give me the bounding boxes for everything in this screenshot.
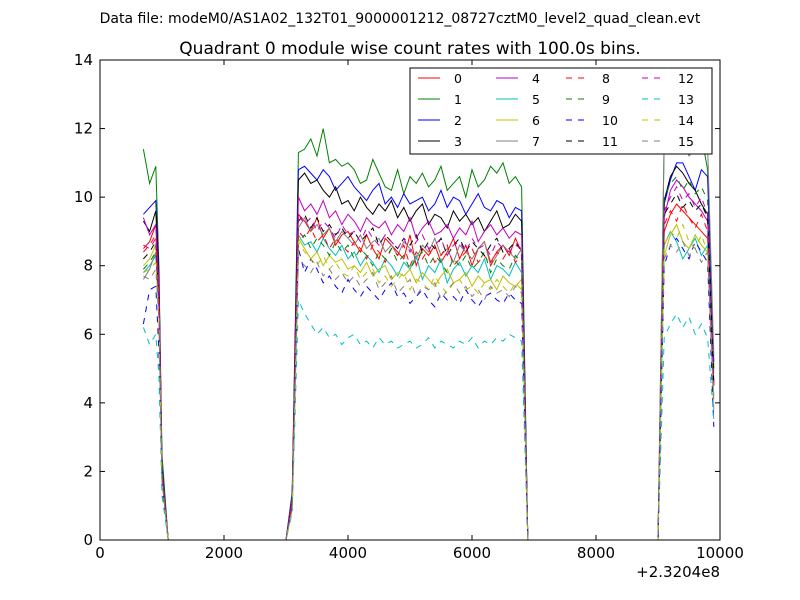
legend-item-9: 9 [566, 92, 610, 107]
y-tick-label: 14 [74, 51, 93, 69]
x-tick-label: 2000 [205, 544, 243, 562]
suptitle: Data file: modeM0/AS1A02_132T01_90000012… [100, 11, 701, 27]
legend-item-4: 4 [496, 71, 540, 86]
x-tick-label: 0 [95, 544, 105, 562]
series-line-15 [143, 240, 715, 541]
legend-item-1: 1 [418, 92, 462, 107]
legend-label: 4 [532, 71, 540, 86]
legend-label: 7 [532, 134, 540, 149]
legend-item-7: 7 [496, 134, 540, 149]
legend-label: 3 [454, 134, 462, 149]
y-tick-label: 12 [74, 120, 93, 138]
legend-label: 10 [602, 113, 618, 128]
legend-box [409, 67, 713, 155]
y-tick-label: 8 [83, 257, 93, 275]
legend-label: 15 [678, 134, 694, 149]
y-tick-label: 2 [83, 462, 93, 480]
legend-item-8: 8 [566, 71, 610, 86]
legend-label: 5 [532, 92, 540, 107]
x-offset-label: +2.3204e8 [636, 563, 720, 581]
series-line-10 [142, 237, 715, 541]
legend-label: 12 [678, 71, 694, 86]
x-axis: 0 2000 4000 6000 8000 10000 [95, 60, 744, 562]
legend-item-3: 3 [418, 134, 462, 149]
legend-item-11: 11 [566, 134, 618, 149]
x-tick-label: 10000 [696, 544, 744, 562]
legend-label: 14 [678, 113, 694, 128]
legend-label: 6 [532, 113, 540, 128]
legend-label: 8 [602, 71, 610, 86]
x-tick-label: 8000 [577, 544, 615, 562]
legend-label: 0 [454, 71, 462, 86]
series-11 [143, 192, 715, 541]
legend-item-2: 2 [418, 113, 462, 128]
y-tick-label: 0 [83, 531, 93, 549]
legend-item-0: 0 [418, 71, 462, 86]
legend-label: 11 [602, 134, 618, 149]
plot-frame [99, 59, 721, 541]
series-line-13 [142, 299, 715, 541]
legend-item-15: 15 [642, 134, 694, 149]
legend-item-13: 13 [642, 92, 694, 107]
series-15 [143, 240, 715, 541]
x-tick-label: 6000 [453, 544, 491, 562]
y-tick-label: 10 [74, 188, 93, 206]
y-tick-label: 6 [83, 325, 93, 343]
series-10 [142, 237, 715, 541]
chart-title: Quadrant 0 module wise count rates with … [179, 39, 640, 59]
legend-item-10: 10 [566, 113, 618, 128]
legend-label: 2 [454, 113, 462, 128]
x-tick-label: 4000 [329, 544, 367, 562]
legend-item-12: 12 [642, 71, 694, 86]
legend-label: 9 [602, 92, 610, 107]
series-layer [142, 123, 715, 541]
legend-label: 13 [678, 92, 694, 107]
legend-item-5: 5 [496, 92, 540, 107]
legend-item-14: 14 [642, 113, 694, 128]
y-tick-label: 4 [83, 394, 93, 412]
legend-item-6: 6 [496, 113, 540, 128]
series-line-11 [143, 192, 715, 541]
legend-label: 1 [454, 92, 462, 107]
series-13 [142, 299, 715, 541]
